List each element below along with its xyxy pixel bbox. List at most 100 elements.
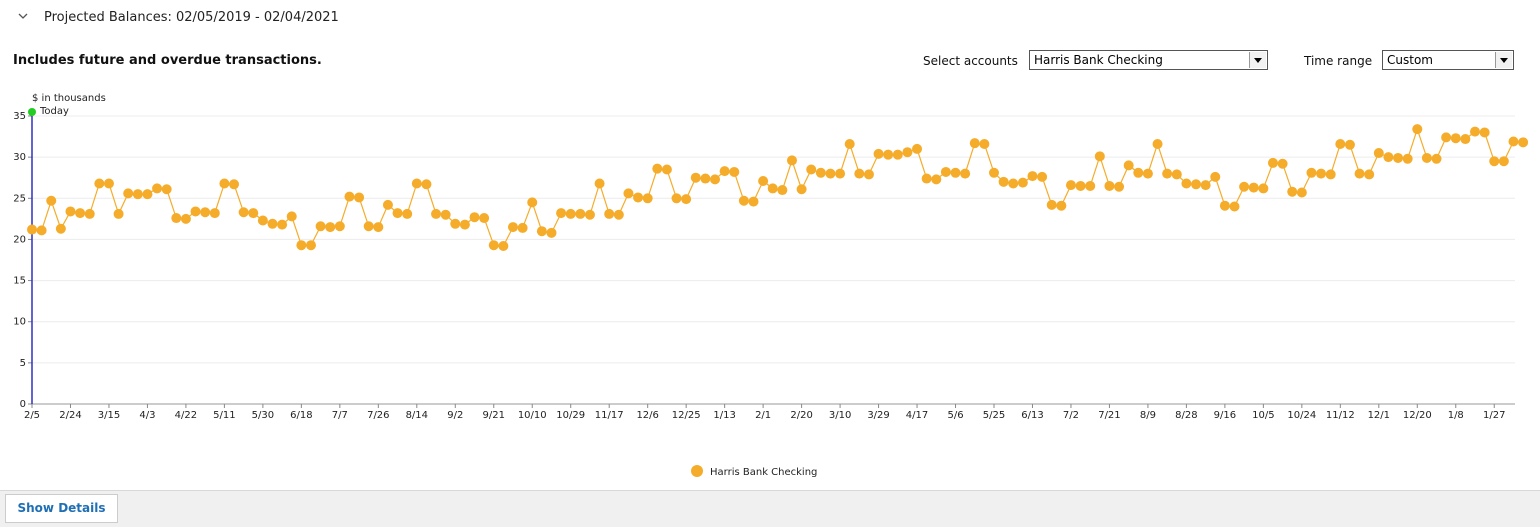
x-tick-label: 1/8 [1448,410,1464,421]
point [267,218,278,229]
legend-swatch [691,465,703,477]
point [209,208,220,219]
point [777,185,788,196]
point [633,192,644,203]
point [459,219,470,230]
x-tick-label: 5/30 [252,410,274,421]
point [1470,126,1480,137]
point [1056,200,1067,211]
point [786,155,797,166]
point [796,184,807,195]
x-tick-label: 2/5 [24,410,40,421]
point [1248,182,1259,193]
point [123,188,134,199]
accounts-select[interactable]: Harris Bank Checking [1029,50,1268,70]
point [748,196,759,207]
point [344,191,355,202]
point [623,188,634,199]
point [55,223,66,234]
point [1075,180,1086,191]
point [690,172,701,183]
collapse-chevron[interactable] [16,9,30,23]
x-tick-label: 6/13 [1021,410,1043,421]
today-annotation: Today [39,106,69,117]
point [671,193,682,204]
point [594,178,605,189]
y-tick-label: 10 [13,317,26,328]
x-tick-label: 7/26 [367,410,389,421]
point [806,164,817,175]
x-tick-label: 4/3 [139,410,155,421]
x-tick-label: 5/25 [983,410,1005,421]
point [613,209,624,220]
point [1200,180,1211,191]
point [1344,139,1355,150]
x-tick-label: 8/28 [1175,410,1197,421]
point [508,222,518,233]
point [1171,169,1182,180]
x-tick-label: 12/6 [636,410,658,421]
point [190,206,201,217]
point [1123,160,1134,171]
point [1239,181,1250,192]
y-tick-label: 25 [13,193,26,204]
point [556,208,567,219]
point [1037,171,1048,182]
point [286,211,297,222]
point [710,174,721,185]
point [161,184,172,195]
y-tick-label: 30 [13,152,26,163]
legend-label: Harris Bank Checking [710,467,817,478]
point [152,183,163,194]
x-tick-label: 1/27 [1483,410,1505,421]
point [1219,200,1230,211]
point [84,208,95,219]
point [305,240,316,251]
point [1364,169,1375,180]
point [1152,138,1163,149]
point [729,166,740,177]
x-tick-label: 5/6 [947,410,963,421]
point [1114,181,1125,192]
point [1412,124,1423,135]
point [229,179,240,190]
point [1460,134,1471,145]
point [1267,157,1278,168]
point [469,212,480,223]
point [373,222,384,233]
point [921,173,932,184]
point [738,195,749,206]
point [411,178,422,189]
point [1498,156,1509,167]
point [998,176,1009,187]
y-tick-label: 0 [20,399,26,410]
x-tick-label: 12/20 [1403,410,1432,421]
point [27,224,37,235]
point [527,197,538,208]
x-tick-label: 11/17 [595,410,624,421]
point [1421,152,1432,163]
point [1335,138,1346,149]
point [1508,136,1519,147]
point [575,208,586,219]
point [257,215,268,226]
point [421,179,432,190]
x-tick-label: 7/2 [1063,410,1079,421]
point [1450,133,1461,144]
x-tick-label: 10/24 [1287,410,1316,421]
point [1479,127,1490,138]
point [1181,178,1192,189]
range-select[interactable]: Custom [1382,50,1514,70]
x-tick-label: 9/21 [483,410,505,421]
point [132,189,143,200]
x-tick-label: 8/9 [1140,410,1156,421]
show-details-button[interactable]: Show Details [5,494,118,523]
x-tick-label: 3/29 [867,410,889,421]
point [912,143,923,154]
point [103,178,114,189]
point [94,178,105,189]
point [325,222,336,233]
point [1085,180,1096,191]
point [517,222,528,233]
